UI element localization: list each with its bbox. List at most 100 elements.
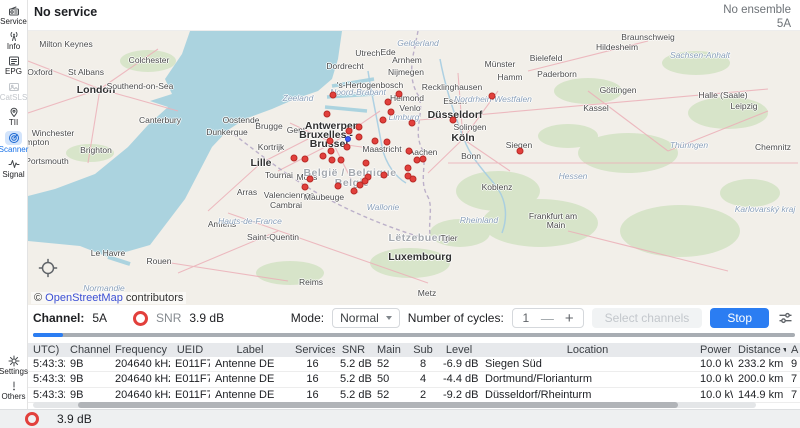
table-cell: E011F7 — [170, 358, 210, 370]
scan-results-table: UTC)ChannelFrequencyUEIDLabelServicesSNR… — [28, 343, 800, 403]
table-cell: 10.0 kW — [695, 373, 733, 385]
transmitter-dot[interactable] — [356, 134, 363, 141]
map-town-label: Nijmegen — [388, 67, 424, 77]
transmitter-dot[interactable] — [335, 183, 342, 190]
transmitter-dot[interactable] — [388, 109, 395, 116]
transmitter-dot[interactable] — [372, 138, 379, 145]
table-cell: 9B — [65, 373, 110, 385]
map-town-label: Bielefeld — [530, 53, 563, 63]
transmitter-dot[interactable] — [328, 148, 335, 155]
sidebar-item-label: TII — [9, 118, 18, 127]
cycles-decrement-button[interactable]: — — [541, 312, 554, 325]
transmitter-dot[interactable] — [291, 155, 298, 162]
transmitter-dot[interactable] — [450, 117, 457, 124]
transmitter-dot[interactable] — [324, 111, 331, 118]
table-row[interactable]: 5:43:329B204640 kHzE011F7Antenne DE165.2… — [28, 388, 800, 403]
sidebar-item-info[interactable]: Info — [0, 30, 28, 51]
transmitter-dot[interactable] — [380, 117, 387, 124]
mode-select[interactable]: Normal — [332, 308, 400, 328]
transmitter-dot[interactable] — [517, 148, 524, 155]
table-cell: Siegen Süd — [480, 358, 695, 370]
map-region-label: Wallonie — [367, 202, 399, 212]
transmitter-dot[interactable] — [405, 165, 412, 172]
map-town-label: Main — [547, 220, 565, 230]
table-cell: 5.2 dB — [335, 373, 372, 385]
gear-icon — [7, 355, 20, 367]
column-header-location[interactable]: Location — [480, 344, 695, 356]
transmitter-map[interactable]: Milton KeynesOxfordSt AlbansLondonColche… — [28, 31, 800, 305]
sidebar-item-epg[interactable]: EPG — [0, 55, 28, 76]
table-cell: 204640 kHz — [110, 389, 170, 401]
table-horizontal-scrollbar[interactable] — [33, 402, 756, 408]
column-header-frequency[interactable]: Frequency — [110, 344, 170, 356]
transmitter-dot[interactable] — [346, 128, 353, 135]
transmitter-dot[interactable] — [327, 138, 334, 145]
column-header-a[interactable]: A — [786, 344, 800, 356]
transmitter-dot[interactable] — [381, 172, 388, 179]
map-town-label: Brighton — [80, 145, 112, 155]
current-position-dot — [345, 136, 351, 142]
transmitter-dot[interactable] — [302, 184, 309, 191]
column-header-level[interactable]: Level — [438, 344, 480, 356]
sidebar-item-tii[interactable]: TII — [0, 106, 28, 127]
transmitter-dot[interactable] — [406, 148, 413, 155]
column-header-utc[interactable]: UTC) — [28, 344, 65, 356]
transmitter-dot[interactable] — [307, 176, 314, 183]
transmitter-dot[interactable] — [330, 92, 337, 99]
transmitter-dot[interactable] — [420, 156, 427, 163]
sidebar-item-others[interactable]: Others — [0, 380, 28, 401]
map-town-label: Leipzig — [731, 101, 758, 111]
map-town-label: Utrecht — [355, 48, 382, 58]
transmitter-dot[interactable] — [385, 99, 392, 106]
table-cell: 204640 kHz — [110, 358, 170, 370]
transmitter-dot[interactable] — [396, 91, 403, 98]
filter-sliders-icon[interactable] — [777, 310, 794, 326]
transmitter-dot[interactable] — [384, 139, 391, 146]
transmitter-dot[interactable] — [320, 153, 327, 160]
transmitter-dot[interactable] — [362, 178, 369, 185]
transmitter-dot[interactable] — [410, 176, 417, 183]
transmitter-dot[interactable] — [338, 157, 345, 164]
map-town-label: Rouen — [146, 256, 171, 266]
sidebar-item-service[interactable]: Service — [0, 5, 28, 26]
openstreetmap-link[interactable]: OpenStreetMap — [45, 292, 123, 304]
column-header-label[interactable]: Label — [210, 344, 290, 356]
table-cell: -6.9 dB — [438, 358, 480, 370]
channel-value: 5A — [92, 311, 107, 325]
map-town-label: ampton — [28, 137, 49, 147]
transmitter-dot[interactable] — [363, 160, 370, 167]
transmitter-dot[interactable] — [329, 157, 336, 164]
map-region-label: Thüringen — [670, 140, 708, 150]
sidebar-item-scanner[interactable]: Scanner — [0, 131, 28, 154]
column-header-main[interactable]: Main — [372, 344, 408, 356]
map-town-label: Maastricht — [362, 144, 401, 154]
table-cell: 52 — [372, 358, 408, 370]
table-row[interactable]: 5:43:329B204640 kHzE011F7Antenne DE165.2… — [28, 357, 800, 372]
transmitter-dot[interactable] — [344, 144, 351, 151]
transmitter-dot[interactable] — [489, 93, 496, 100]
table-cell: 204640 kHz — [110, 373, 170, 385]
column-header-power[interactable]: Power — [695, 344, 733, 356]
cycles-increment-button[interactable]: + — [565, 311, 574, 326]
column-header-services[interactable]: Services — [290, 344, 335, 356]
sidebar-item-signal[interactable]: Signal — [0, 158, 28, 179]
column-header-sub[interactable]: Sub — [408, 344, 438, 356]
table-cell: 7 — [786, 373, 800, 385]
scrollbar-thumb[interactable] — [78, 402, 678, 408]
locate-button[interactable] — [37, 257, 59, 279]
transmitter-dot[interactable] — [351, 188, 358, 195]
sidebar-item-settings[interactable]: Settings — [0, 355, 28, 376]
map-town-label: Dordrecht — [326, 61, 363, 71]
column-header-snr[interactable]: SNR — [335, 344, 372, 356]
column-header-channel[interactable]: Channel — [65, 344, 110, 356]
cycles-stepper: 1 — + — [512, 308, 584, 328]
transmitter-dot[interactable] — [356, 124, 363, 131]
table-row[interactable]: 5:43:329B204640 kHzE011F7Antenne DE165.2… — [28, 372, 800, 387]
transmitter-dot[interactable] — [302, 156, 309, 163]
stop-button[interactable]: Stop — [710, 308, 769, 328]
table-cell: Düsseldorf/Rheinturm — [480, 389, 695, 401]
transmitter-dot[interactable] — [409, 120, 416, 127]
column-header-ueid[interactable]: UEID — [170, 344, 210, 356]
column-header-distance[interactable]: Distance▼ — [733, 344, 786, 356]
table-cell: -4.4 dB — [438, 373, 480, 385]
